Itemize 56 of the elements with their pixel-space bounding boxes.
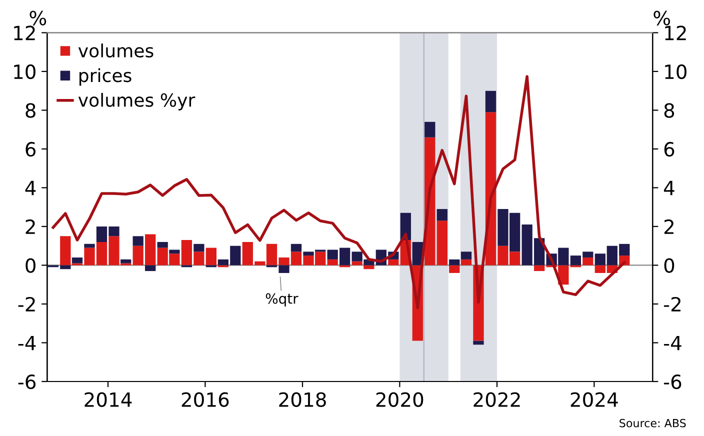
x-tick-label: 2016 <box>182 392 229 407</box>
y-tick-label: 2 <box>26 219 35 234</box>
bar <box>157 242 168 248</box>
legend-label: volumes <box>78 44 154 58</box>
bar <box>449 259 460 266</box>
source-note: Source: ABS <box>620 418 686 428</box>
bar <box>460 259 472 266</box>
bar <box>327 259 338 266</box>
y-tick-label: 4 <box>25 180 36 196</box>
bar <box>303 252 314 256</box>
bar <box>436 220 448 266</box>
x-tick-label: 2020 <box>376 392 424 407</box>
y-tick-label: 6 <box>26 142 36 157</box>
y2-tick-label: -2 <box>664 296 680 312</box>
y2-tick-label: 4 <box>664 180 674 196</box>
bar <box>473 340 484 345</box>
bar <box>582 257 594 266</box>
y-tick-label: -2 <box>18 296 35 312</box>
x-tick-label: 2024 <box>570 392 618 407</box>
bar <box>120 259 132 264</box>
y-tick-label: 12 <box>14 26 35 40</box>
annotation: %qtr <box>266 293 298 307</box>
bar <box>436 209 448 221</box>
bar <box>169 250 180 254</box>
bar <box>424 122 436 138</box>
y-tick-label: -4 <box>18 336 36 350</box>
y-tick-label: 10 <box>14 64 36 80</box>
y-tick-label: -6 <box>18 374 36 390</box>
y2-tick-label: -6 <box>664 374 682 390</box>
bar <box>388 259 399 266</box>
bar <box>194 244 204 252</box>
bar <box>449 265 460 273</box>
x-tick-label: 2014 <box>84 392 132 407</box>
x-tick-label: 2022 <box>474 392 520 407</box>
bar <box>84 244 95 248</box>
y2-tick-label: 10 <box>665 64 686 80</box>
y2-tick-label: 8 <box>664 103 674 118</box>
y2-tick-label: 0 <box>664 258 674 273</box>
bar <box>460 252 472 260</box>
bar <box>132 236 144 246</box>
x-tick-label: 2018 <box>279 392 326 407</box>
y-axis-title: % <box>30 10 46 26</box>
bar <box>364 265 374 270</box>
legend-label: volumes %yr <box>78 92 196 110</box>
y2-tick-label: 6 <box>664 142 674 157</box>
bar <box>485 90 496 112</box>
y2-axis-title: % <box>654 10 670 26</box>
y-tick-label: 0 <box>26 258 36 273</box>
y2-tick-label: 2 <box>664 219 674 234</box>
bar <box>145 265 156 272</box>
y2-tick-label: 12 <box>665 26 686 40</box>
bar <box>290 244 302 252</box>
bar <box>72 257 83 264</box>
legend-label: prices <box>80 68 132 86</box>
y2-tick-label: -4 <box>664 336 682 350</box>
y-tick-label: 8 <box>26 103 36 118</box>
